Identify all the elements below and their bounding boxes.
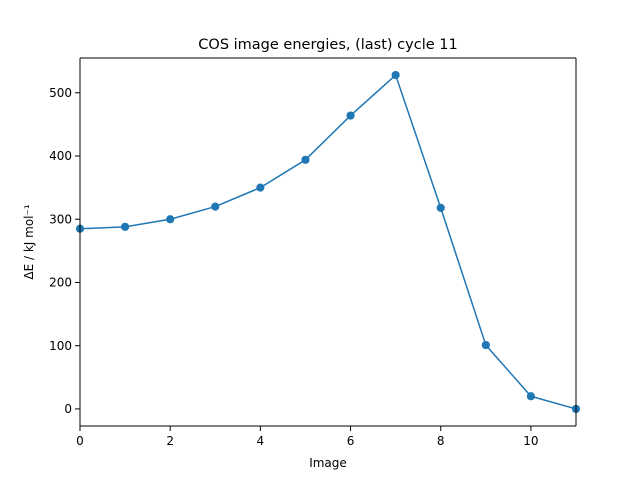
series-line-segment [485, 344, 532, 398]
series-line-segment [124, 218, 171, 228]
x-tick-label: 2 [166, 434, 174, 448]
series-lines [79, 74, 577, 410]
plot-area [80, 58, 576, 426]
data-point [391, 70, 400, 80]
data-point [436, 203, 445, 212]
y-tick-label: 500 [49, 86, 72, 100]
x-tick-label: 10 [523, 434, 538, 448]
y-tick-label: 200 [49, 276, 72, 290]
data-point [211, 202, 220, 211]
series-line-segment [259, 159, 307, 189]
series-line-segment [439, 207, 487, 346]
series-line-segment [214, 186, 262, 208]
series-line-segment [349, 74, 397, 117]
x-tick-label: 6 [347, 434, 355, 448]
series-points [75, 70, 581, 414]
data-point [301, 155, 310, 164]
x-tick-label: 0 [76, 434, 84, 448]
series-line-segment [79, 226, 126, 230]
y-tick-label: 300 [49, 212, 72, 226]
plot-content [75, 70, 581, 414]
series-line-segment [530, 395, 577, 410]
y-axis-ticks: 0 100 200 300 400 500 [49, 86, 80, 416]
x-tick-label: 4 [257, 434, 265, 448]
data-point [526, 392, 536, 401]
y-axis-label: ΔE / kJ mol⁻¹ [22, 204, 36, 279]
x-tick-label: 8 [437, 434, 445, 448]
data-point [166, 215, 175, 224]
x-axis-label: Image [309, 456, 347, 470]
data-point [481, 340, 490, 350]
data-point [346, 111, 355, 120]
series-line-segment [394, 74, 442, 209]
x-axis-ticks: 0 2 4 6 8 10 [76, 426, 539, 448]
y-tick-label: 400 [49, 149, 72, 163]
y-tick-label: 100 [49, 339, 72, 353]
chart-title: COS image energies, (last) cycle 11 [198, 37, 457, 53]
axes-frame [79, 57, 577, 427]
series-line-segment [304, 114, 352, 161]
data-point [256, 183, 265, 192]
data-point [120, 222, 130, 231]
series-line-segment [169, 205, 217, 220]
y-tick-label: 0 [64, 402, 72, 416]
